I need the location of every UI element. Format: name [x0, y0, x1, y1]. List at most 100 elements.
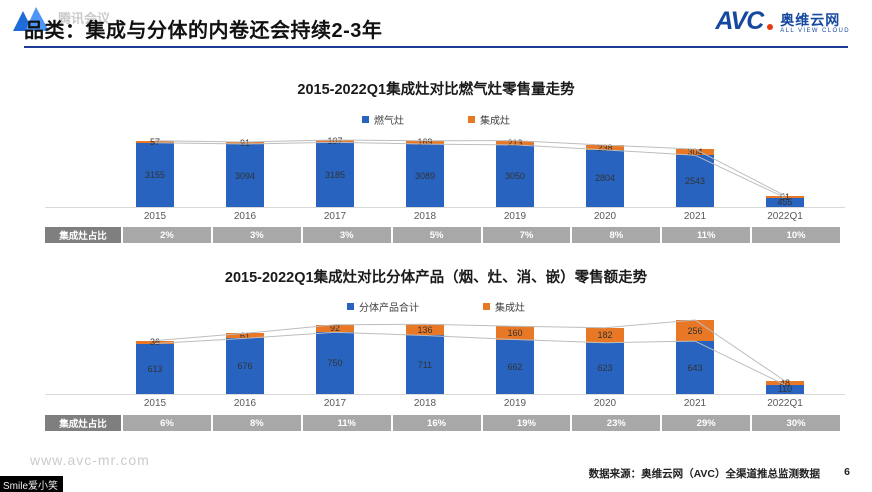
- x-axis-label: 2018: [413, 398, 437, 409]
- share-cell: 2%: [123, 227, 211, 243]
- share-cell: 8%: [212, 415, 301, 431]
- legend-label: 集成灶: [495, 303, 525, 314]
- x-axis-label: 2015: [143, 211, 167, 222]
- bar-stack: 643 256: [650, 316, 740, 394]
- chart2-x-axis: 2015 2016 2017 2018 2019 2020 2021 2022Q1: [110, 398, 830, 409]
- meeting-watermark-text: 腾讯会议: [58, 11, 111, 26]
- legend-swatch-icon: [483, 303, 490, 310]
- bar-value-label-top: 136: [417, 324, 433, 335]
- chart1-plot: 3155 57 3094 91 3185 107 3089 169 3050 213 2804 238…: [110, 136, 830, 207]
- x-axis-label: 2022Q1: [767, 211, 803, 222]
- legend-swatch-icon: [347, 303, 354, 310]
- bar-value-label-top: 57: [149, 136, 160, 147]
- avc-logo-text: AVC: [715, 7, 764, 35]
- chart2-axis-line: [45, 394, 845, 395]
- x-axis-label: 2020: [593, 398, 617, 409]
- bar-stack: 110 48: [740, 316, 830, 394]
- share-cell: 3%: [302, 227, 391, 243]
- x-axis-label: 2019: [503, 211, 527, 222]
- x-axis-label: 2016: [233, 211, 257, 222]
- chart1-x-axis: 2015 2016 2017 2018 2019 2020 2021 2022Q1: [110, 211, 830, 222]
- x-axis-label: 2017: [323, 211, 347, 222]
- bar-stack: 2804 238: [560, 136, 650, 207]
- share-cell: 7%: [482, 227, 571, 243]
- bar-stack: 711 136: [380, 316, 470, 394]
- bar-value-label-base: 3155: [144, 169, 166, 180]
- x-axis-label: 2022Q1: [767, 398, 803, 409]
- bar-value-label-top: 36: [149, 337, 160, 348]
- share-cell: 3%: [212, 227, 301, 243]
- share-cell: 11%: [662, 227, 751, 243]
- header-divider: [24, 46, 848, 48]
- bar-stack: 2543 304: [650, 136, 740, 207]
- bar-segment-base: [766, 197, 804, 207]
- legend-swatch-icon: [468, 116, 475, 123]
- bar-value-label-top: 107: [327, 136, 343, 147]
- bar-value-label-base: 750: [327, 358, 343, 369]
- bar-value-label-base: 3050: [504, 170, 526, 181]
- chart1-legend-item-0: 燃气灶: [362, 112, 404, 127]
- bar-segment-base: [766, 384, 804, 394]
- share-cell: 16%: [392, 415, 481, 431]
- bar-value-label-base: 711: [417, 359, 433, 370]
- share-cell: 8%: [572, 227, 661, 243]
- bar-stack: 3185 107: [290, 136, 380, 207]
- legend-swatch-icon: [362, 116, 369, 123]
- chart1-legend-item-1: 集成灶: [468, 112, 510, 127]
- legend-label: 分体产品合计: [359, 303, 419, 314]
- chart1-axis-line: [45, 207, 845, 208]
- bar-value-label-top: 213: [507, 137, 523, 148]
- avc-logo-name: 奥维云网: [780, 12, 841, 28]
- x-axis-label: 2020: [593, 211, 617, 222]
- share-row-cells: 6% 8% 11% 16% 19% 23% 29% 30%: [123, 415, 840, 431]
- chart2-legend-item-0: 分体产品合计: [347, 299, 419, 314]
- plot-cells: 3155 57 3094 91 3185 107 3089 169 3050 213 2804 238…: [110, 136, 830, 207]
- chart1-legend: 燃气灶 集成灶: [0, 112, 872, 127]
- bar-stack: 613 36: [110, 316, 200, 394]
- bar-stack: 455 51: [740, 136, 830, 207]
- bottom-watermark-text: Smile爱小笑: [0, 476, 64, 492]
- bar-value-label-base: 455: [777, 197, 793, 208]
- bar-stack: 750 92: [290, 316, 380, 394]
- share-row-label: 集成灶占比: [45, 415, 121, 431]
- bar-value-label-base: 3094: [234, 170, 256, 181]
- legend-label: 燃气灶: [374, 116, 404, 127]
- chart2-legend: 分体产品合计 集成灶: [0, 299, 872, 314]
- x-axis-label: 2018: [413, 211, 437, 222]
- legend-label: 集成灶: [480, 116, 510, 127]
- share-cell: 6%: [123, 415, 211, 431]
- x-axis-label: 2021: [683, 211, 707, 222]
- bar-value-label-top: 238: [597, 142, 613, 153]
- bar-value-label-base: 613: [147, 363, 163, 374]
- x-axis-label: 2016: [233, 398, 257, 409]
- bar-value-label-top: 92: [329, 323, 340, 334]
- page-title: 品类：集成与分体的内卷还会持续2-3年: [24, 20, 383, 42]
- bar-value-label-base: 643: [687, 362, 703, 373]
- bar-value-label-top: 169: [417, 137, 433, 148]
- avc-logo-dot-icon: [767, 23, 774, 30]
- bar-value-label-top: 182: [597, 330, 613, 341]
- chart2-share-row: 集成灶占比 6% 8% 11% 16% 19% 23% 29% 30%: [45, 415, 840, 431]
- x-axis-label: 2019: [503, 398, 527, 409]
- bar-stack: 3050 213: [470, 136, 560, 207]
- x-axis-label: 2017: [323, 398, 347, 409]
- bar-value-label-top: 51: [779, 191, 790, 202]
- bar-stack: 623 182: [560, 316, 650, 394]
- bar-value-label-top: 160: [507, 327, 523, 338]
- chart2-title: 2015-2022Q1集成灶对比分体产品（烟、灶、消、嵌）零售额走势: [224, 270, 648, 286]
- share-cell: 29%: [662, 415, 751, 431]
- avc-logo: AVC 奥维云网 ALL VIEW CLOUD: [715, 9, 850, 35]
- share-cell: 30%: [752, 415, 840, 431]
- share-cell: 19%: [482, 415, 571, 431]
- bar-value-label-base: 110: [777, 384, 793, 395]
- bar-value-label-base: 676: [237, 361, 253, 372]
- bar-value-label-base: 3185: [324, 169, 346, 180]
- data-source-note: 数据来源：奥维云网（AVC）全渠道推总监测数据: [588, 468, 820, 480]
- share-cell: 11%: [302, 415, 391, 431]
- share-cell: 23%: [572, 415, 661, 431]
- bar-value-label-base: 2543: [684, 176, 706, 187]
- share-row-label: 集成灶占比: [45, 227, 121, 243]
- share-cell: 5%: [392, 227, 481, 243]
- bar-value-label-top: 304: [687, 147, 703, 158]
